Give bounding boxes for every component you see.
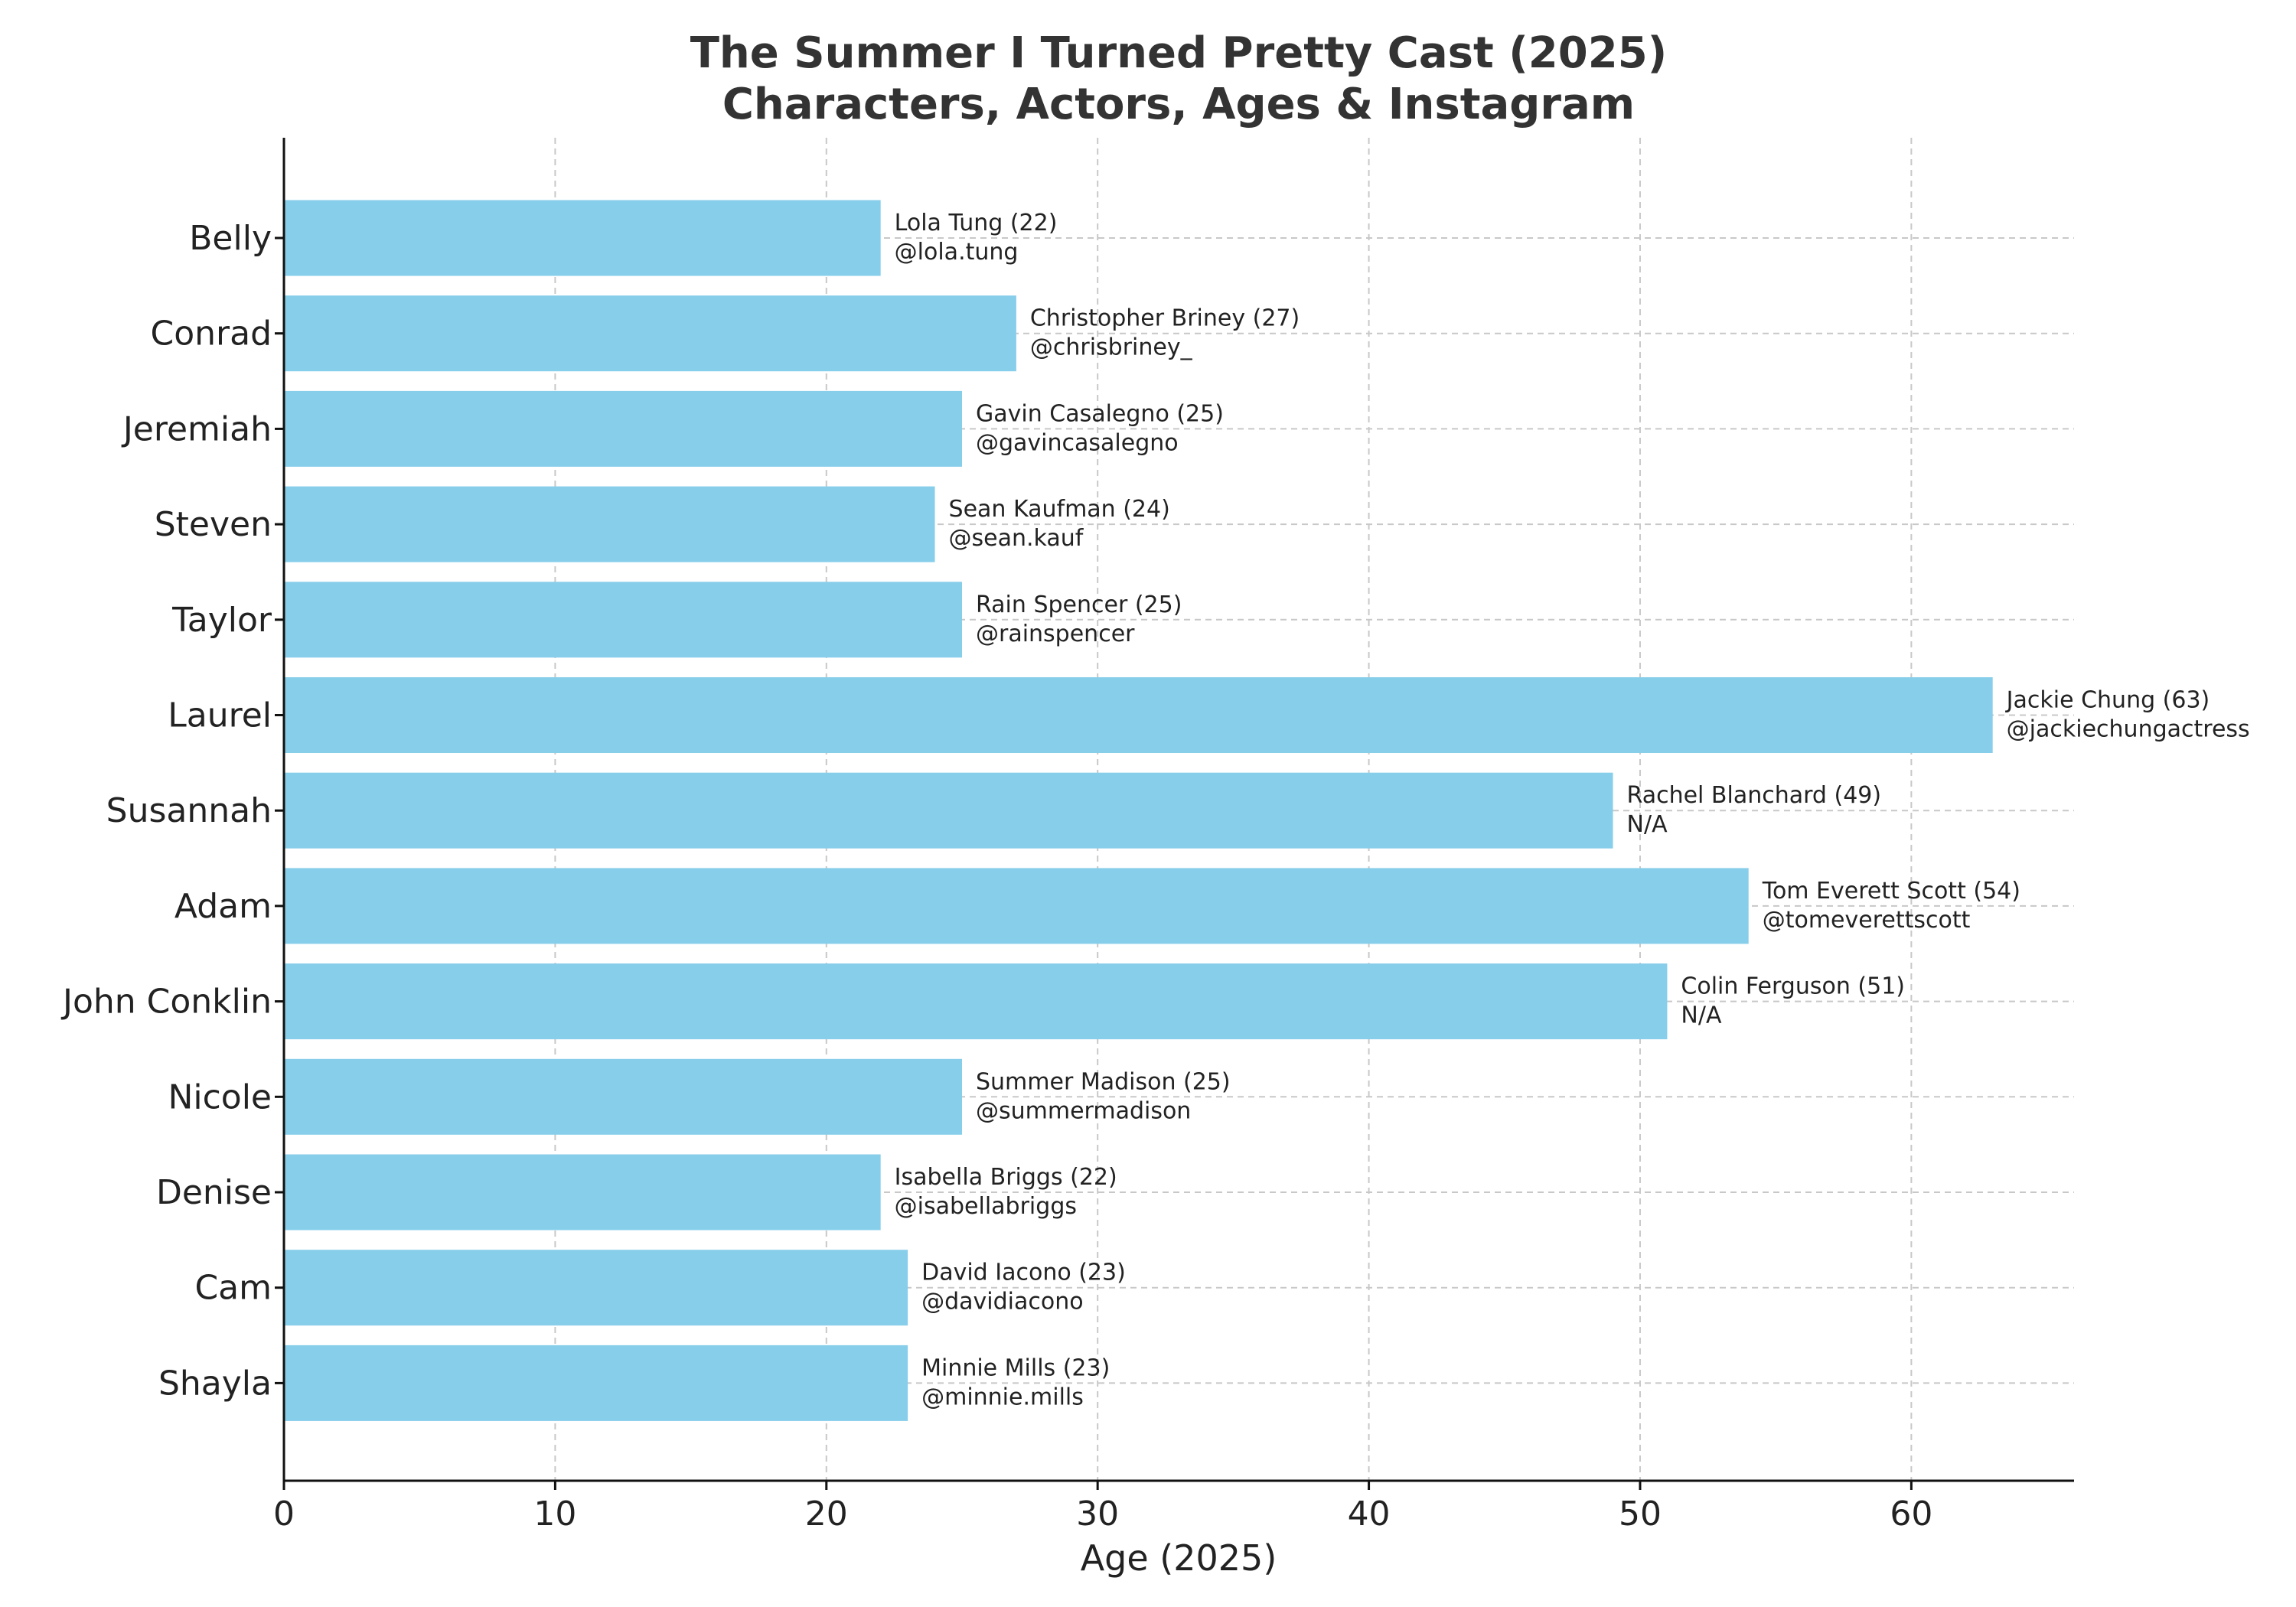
y-tick-label: Nicole [168, 1077, 272, 1116]
data-label-actor: Minnie Mills (23) [921, 1354, 1110, 1381]
data-label-actor: Isabella Briggs (22) [895, 1164, 1117, 1191]
y-tick-label: Susannah [106, 791, 272, 830]
y-tick-label: Conrad [150, 315, 272, 354]
data-label-actor: Sean Kaufman (24) [949, 496, 1170, 523]
chart-subtitle: Characters, Actors, Ages & Instagram [722, 80, 1635, 129]
y-tick-label: Steven [155, 505, 272, 544]
bar-conrad [284, 295, 1016, 372]
data-label-instagram: @tomeverettscott [1763, 907, 1971, 934]
bar-steven [284, 486, 935, 562]
y-tick-label: Jeremiah [121, 409, 272, 448]
data-label-instagram: @sean.kauf [949, 525, 1084, 552]
x-tick-labels: 0 10 20 30 40 50 60 [273, 1481, 1932, 1534]
chart-title: The Summer I Turned Pretty Cast (2025) [690, 28, 1668, 78]
y-tick-label: John Conklin [60, 983, 272, 1022]
bar-jeremiah [284, 390, 962, 467]
data-label-instagram: N/A [1627, 811, 1668, 838]
x-tick-label: 40 [1348, 1495, 1391, 1534]
bar-belly [284, 200, 881, 276]
data-label-instagram: @chrisbriney_ [1030, 334, 1193, 361]
bar-cam [284, 1250, 908, 1326]
bar-nicole [284, 1058, 962, 1135]
y-tick-label: Denise [156, 1173, 272, 1212]
data-label-instagram: @jackiechungactress [2007, 716, 2250, 743]
y-tick-label: Taylor [171, 601, 272, 640]
data-label-instagram: @gavincasalegno [976, 429, 1179, 456]
data-label-instagram: @summermadison [976, 1097, 1191, 1124]
data-label-actor: Gavin Casalegno (25) [976, 400, 1224, 427]
y-tick-labels: Belly Conrad Jeremiah Steven Taylor Laurel Sus… [60, 219, 284, 1403]
x-tick-label: 20 [805, 1495, 848, 1534]
x-tick-label: 0 [273, 1495, 295, 1534]
bar-john-conklin [284, 963, 1668, 1040]
y-tick-label: Shayla [158, 1364, 272, 1403]
bar-denise [284, 1154, 881, 1231]
data-label-instagram: @minnie.mills [921, 1384, 1084, 1410]
data-label-instagram: N/A [1681, 1002, 1722, 1029]
data-label-actor: David Iacono (23) [921, 1260, 1126, 1286]
x-axis-label: Age (2025) [1081, 1537, 1277, 1579]
data-label-actor: Summer Madison (25) [976, 1068, 1231, 1095]
bar-taylor [284, 582, 962, 658]
y-tick-label: Laurel [168, 696, 272, 735]
data-label-actor: Lola Tung (22) [895, 210, 1058, 236]
bar-shayla [284, 1345, 908, 1421]
x-tick-label: 50 [1619, 1495, 1662, 1534]
x-tick-label: 10 [533, 1495, 576, 1534]
data-label-instagram: @isabellabriggs [895, 1193, 1077, 1220]
x-tick-label: 60 [1890, 1495, 1932, 1534]
bar-susannah [284, 772, 1613, 849]
data-labels: Lola Tung (22) @lola.tung Christopher Brin… [895, 210, 2250, 1410]
bar-laurel [284, 677, 1993, 753]
data-label-instagram: @davidiacono [921, 1289, 1084, 1315]
data-label-actor: Colin Ferguson (51) [1681, 973, 1905, 1000]
data-label-actor: Jackie Chung (63) [2005, 687, 2210, 714]
data-label-instagram: @rainspencer [976, 621, 1135, 647]
y-tick-label: Belly [189, 219, 272, 258]
data-label-actor: Christopher Briney (27) [1030, 305, 1300, 332]
data-label-actor: Rachel Blanchard (49) [1627, 782, 1882, 809]
bars [284, 200, 1993, 1421]
data-label-instagram: @lola.tung [895, 239, 1019, 266]
bar-adam [284, 868, 1749, 944]
y-tick-label: Adam [174, 887, 272, 926]
y-tick-label: Cam [194, 1269, 272, 1308]
data-label-actor: Tom Everett Scott (54) [1762, 878, 2020, 905]
data-label-actor: Rain Spencer (25) [976, 592, 1182, 618]
x-tick-label: 30 [1076, 1495, 1119, 1534]
